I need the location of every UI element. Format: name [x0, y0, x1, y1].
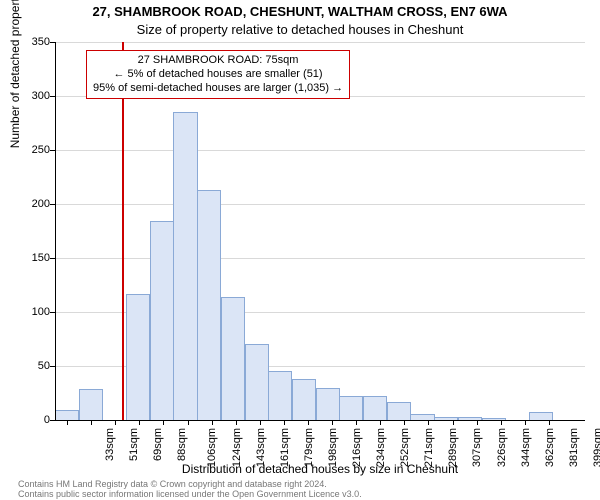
x-tick-mark [188, 420, 189, 425]
y-tick-mark [50, 420, 55, 421]
x-tick-mark [284, 420, 285, 425]
y-tick-mark [50, 312, 55, 313]
x-tick-mark [549, 420, 550, 425]
x-tick-mark [477, 420, 478, 425]
x-tick-mark [501, 420, 502, 425]
x-tick-label: 399sqm [592, 428, 600, 467]
y-axis-spine [55, 42, 56, 420]
x-tick-label: 88sqm [176, 428, 188, 461]
gridline-h [55, 204, 585, 205]
annotation-line-2: ← 5% of detached houses are smaller (51) [93, 68, 343, 82]
y-tick-mark [50, 204, 55, 205]
histogram-bar [150, 221, 174, 420]
y-tick-label: 350 [10, 36, 50, 48]
y-tick-mark [50, 150, 55, 151]
x-tick-mark [404, 420, 405, 425]
histogram-bar [173, 112, 197, 420]
histogram-bar [529, 412, 553, 420]
x-tick-mark [308, 420, 309, 425]
histogram-bar [221, 297, 245, 420]
x-tick-mark [163, 420, 164, 425]
y-axis-label: Number of detached properties [8, 0, 22, 148]
x-tick-mark [236, 420, 237, 425]
y-tick-label: 0 [10, 414, 50, 426]
x-tick-label: 69sqm [152, 428, 164, 461]
y-tick-mark [50, 258, 55, 259]
y-tick-mark [50, 42, 55, 43]
x-tick-label: 51sqm [128, 428, 140, 461]
x-tick-label: 33sqm [104, 428, 116, 461]
gridline-h [55, 42, 585, 43]
histogram-bar [363, 396, 387, 420]
histogram-bar [339, 396, 363, 420]
y-tick-label: 50 [10, 360, 50, 372]
histogram-bar [245, 344, 269, 420]
histogram-bar [126, 294, 150, 420]
y-tick-label: 150 [10, 252, 50, 264]
y-tick-label: 300 [10, 90, 50, 102]
histogram-bar [55, 410, 79, 420]
chart-container: 27, SHAMBROOK ROAD, CHESHUNT, WALTHAM CR… [0, 0, 600, 500]
annotation-line-1: 27 SHAMBROOK ROAD: 75sqm [93, 54, 343, 68]
x-tick-mark [139, 420, 140, 425]
x-tick-mark [428, 420, 429, 425]
y-tick-mark [50, 96, 55, 97]
gridline-h [55, 258, 585, 259]
gridline-h [55, 150, 585, 151]
x-tick-mark [453, 420, 454, 425]
x-tick-mark [91, 420, 92, 425]
histogram-bar [79, 389, 103, 420]
histogram-bar [292, 379, 316, 420]
x-tick-mark [356, 420, 357, 425]
footer: Contains HM Land Registry data © Crown c… [18, 480, 362, 500]
annotation-box: 27 SHAMBROOK ROAD: 75sqm ← 5% of detache… [86, 50, 350, 99]
y-tick-mark [50, 366, 55, 367]
histogram-bar [316, 388, 340, 420]
histogram-bar [387, 402, 411, 420]
footer-line-2: Contains public sector information licen… [18, 490, 362, 500]
y-tick-label: 250 [10, 144, 50, 156]
y-tick-label: 200 [10, 198, 50, 210]
x-axis-spine [55, 420, 585, 421]
x-tick-mark [67, 420, 68, 425]
title-main: 27, SHAMBROOK ROAD, CHESHUNT, WALTHAM CR… [0, 4, 600, 19]
x-tick-mark [115, 420, 116, 425]
annotation-line-3: 95% of semi-detached houses are larger (… [93, 82, 343, 96]
x-tick-mark [260, 420, 261, 425]
title-sub: Size of property relative to detached ho… [0, 22, 600, 37]
x-tick-mark [332, 420, 333, 425]
x-tick-mark [380, 420, 381, 425]
y-tick-label: 100 [10, 306, 50, 318]
x-tick-mark [212, 420, 213, 425]
x-axis-label: Distribution of detached houses by size … [55, 462, 585, 476]
histogram-bar [197, 190, 221, 420]
histogram-bar [268, 371, 292, 420]
x-tick-mark [525, 420, 526, 425]
